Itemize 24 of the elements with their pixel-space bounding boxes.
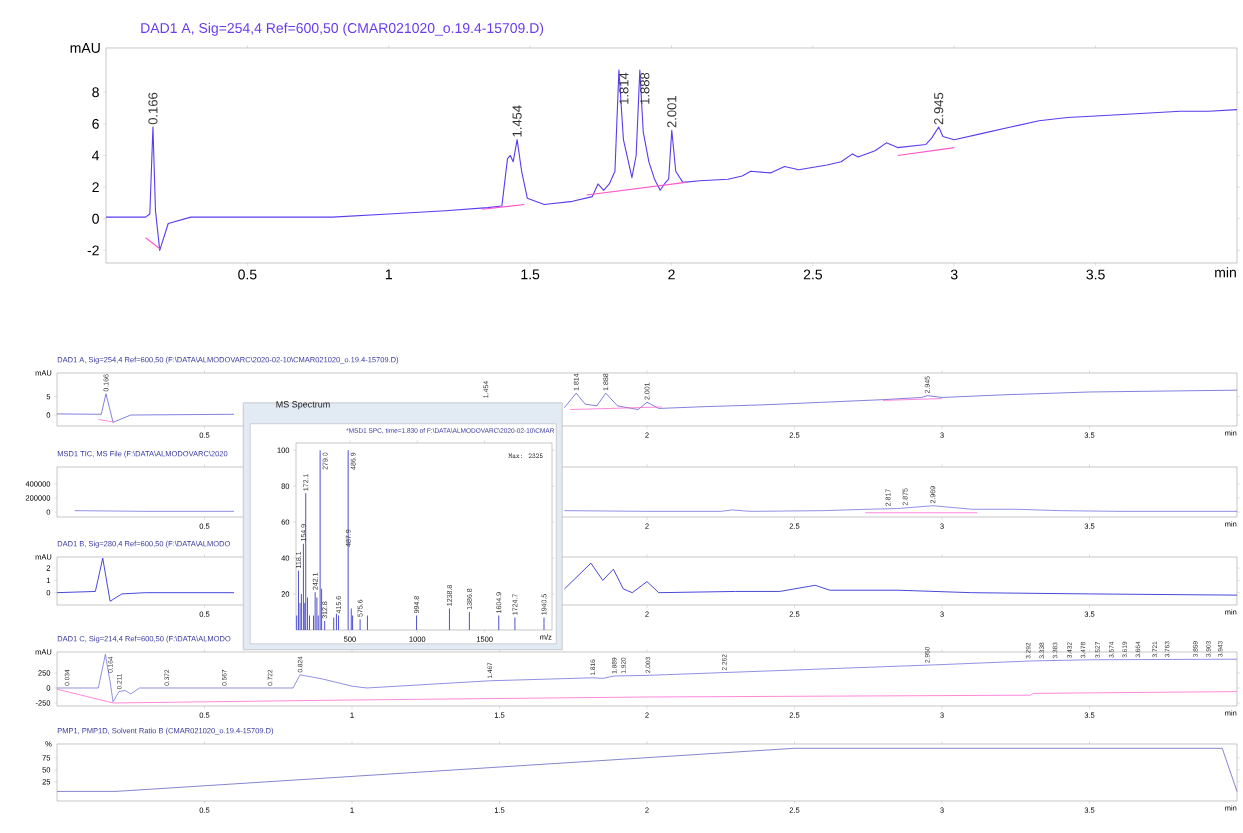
x-tick-label: 1 xyxy=(385,269,392,280)
annotation: 0.166 xyxy=(148,92,158,125)
chart-title: DAD1 A, Sig=254,4 Ref=600,50 (CMAR021020_o.19.4-15709.D) xyxy=(141,22,544,36)
annotation: 1.454 xyxy=(512,105,522,137)
x-tick-label: 0.5 xyxy=(238,269,257,280)
x-tick-label: 2 xyxy=(668,269,675,280)
chart-title: MS Spectrum xyxy=(276,401,330,410)
y-tick-label: 0 xyxy=(92,213,99,224)
y-tick-label: 4 xyxy=(92,150,100,161)
line-series xyxy=(56,688,1238,704)
y-tick-label: 6 xyxy=(92,118,99,129)
y-tick-label: 8 xyxy=(92,87,99,98)
y-tick-label: 2 xyxy=(92,182,99,192)
annotation: 1.888 xyxy=(640,72,650,104)
x-tick-label: 3 xyxy=(950,269,958,280)
x-tick-label: 1.5 xyxy=(521,269,540,280)
x-tick-label: 2.5 xyxy=(803,269,823,280)
y-axis-title: mAU xyxy=(70,43,100,53)
annotation: 2.001 xyxy=(667,96,677,128)
y-tick-label: -2 xyxy=(87,245,99,256)
annotation: 1.814 xyxy=(619,72,629,104)
annotation: 2.945 xyxy=(934,92,944,125)
x-axis-title: min xyxy=(1215,267,1236,278)
x-tick-label: 3.5 xyxy=(1086,269,1105,280)
